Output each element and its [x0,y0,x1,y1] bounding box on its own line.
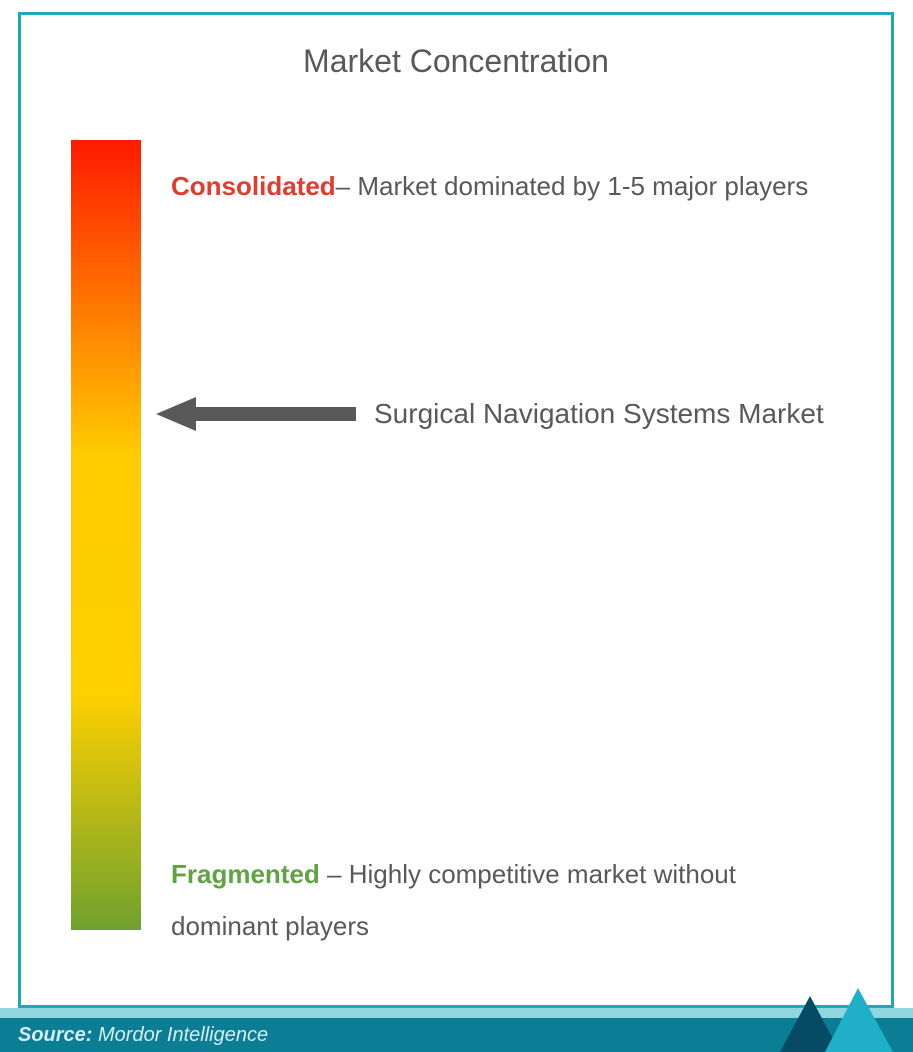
source-value: Mordor Intelligence [92,1024,268,1046]
diagram-content: Consolidated– Market dominated by 1-5 ma… [21,120,891,1000]
market-name-label: Surgical Navigation Systems Market [374,398,824,430]
fragmented-heading: Fragmented [171,859,320,889]
diagram-card: Market Concentration Consolidated– Marke… [18,12,894,1008]
mordor-logo-icon [775,986,895,1052]
concentration-scale-bar [71,140,141,930]
fragmented-label: Fragmented – Highly competitive market w… [171,848,811,952]
consolidated-heading: Consolidated [171,171,336,201]
diagram-title: Market Concentration [21,43,891,80]
source-label: Source: [18,1024,92,1046]
market-position-marker: Surgical Navigation Systems Market [156,395,824,433]
arrow-left-icon [156,395,356,433]
source-text: Source: Mordor Intelligence [18,1024,268,1047]
footer-bar: Source: Mordor Intelligence [0,1008,913,1052]
consolidated-text: – Market dominated by 1-5 major players [336,171,809,201]
consolidated-label: Consolidated– Market dominated by 1-5 ma… [171,160,811,212]
